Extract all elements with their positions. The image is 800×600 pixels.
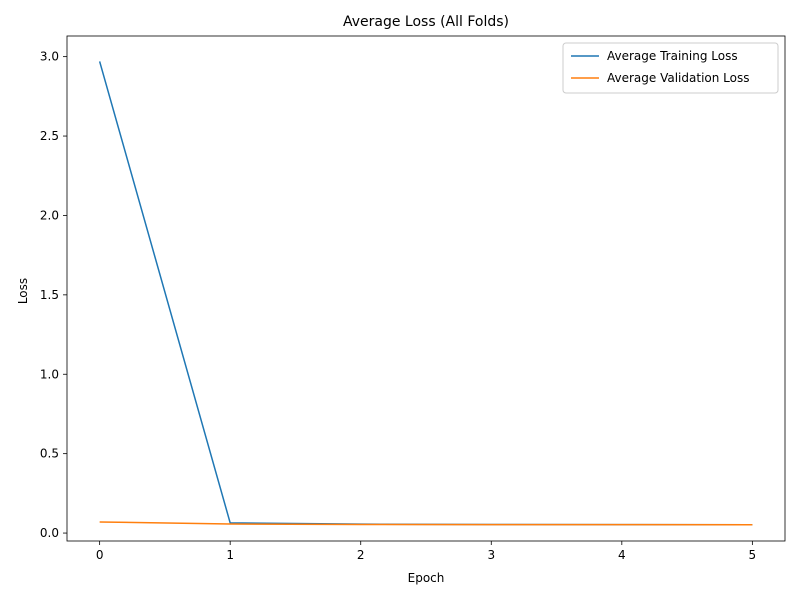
x-tick-label: 0 xyxy=(96,548,104,562)
legend-label-1: Average Validation Loss xyxy=(607,71,749,85)
x-tick-label: 2 xyxy=(357,548,365,562)
x-tick-label: 4 xyxy=(618,548,626,562)
x-axis-label: Epoch xyxy=(408,571,445,585)
legend-label-0: Average Training Loss xyxy=(607,49,738,63)
y-tick-label: 0.5 xyxy=(40,447,59,461)
chart-title: Average Loss (All Folds) xyxy=(343,14,509,30)
legend: Average Training Loss Average Validation … xyxy=(562,42,779,94)
x-tick-label: 3 xyxy=(487,548,495,562)
y-tick-label: 1.5 xyxy=(40,288,59,302)
plot-area: 0 1 2 3 4 5 0.0 0.5 1.0 1.5 2.0 2.5 3.0 xyxy=(40,35,786,562)
y-tick-label: 0.0 xyxy=(40,526,59,540)
y-axis-label: Loss xyxy=(16,278,30,304)
series-line-1 xyxy=(99,521,753,526)
y-tick-label: 2.5 xyxy=(40,129,59,143)
series-line-0 xyxy=(98,61,753,526)
legend-box xyxy=(562,42,779,94)
y-tick-label: 3.0 xyxy=(40,50,59,64)
axes-frame xyxy=(66,35,786,542)
y-tick-label: 1.0 xyxy=(40,367,59,381)
x-tick-label: 5 xyxy=(749,548,757,562)
x-tick-label: 1 xyxy=(226,548,234,562)
y-tick-label: 2.0 xyxy=(40,208,59,222)
